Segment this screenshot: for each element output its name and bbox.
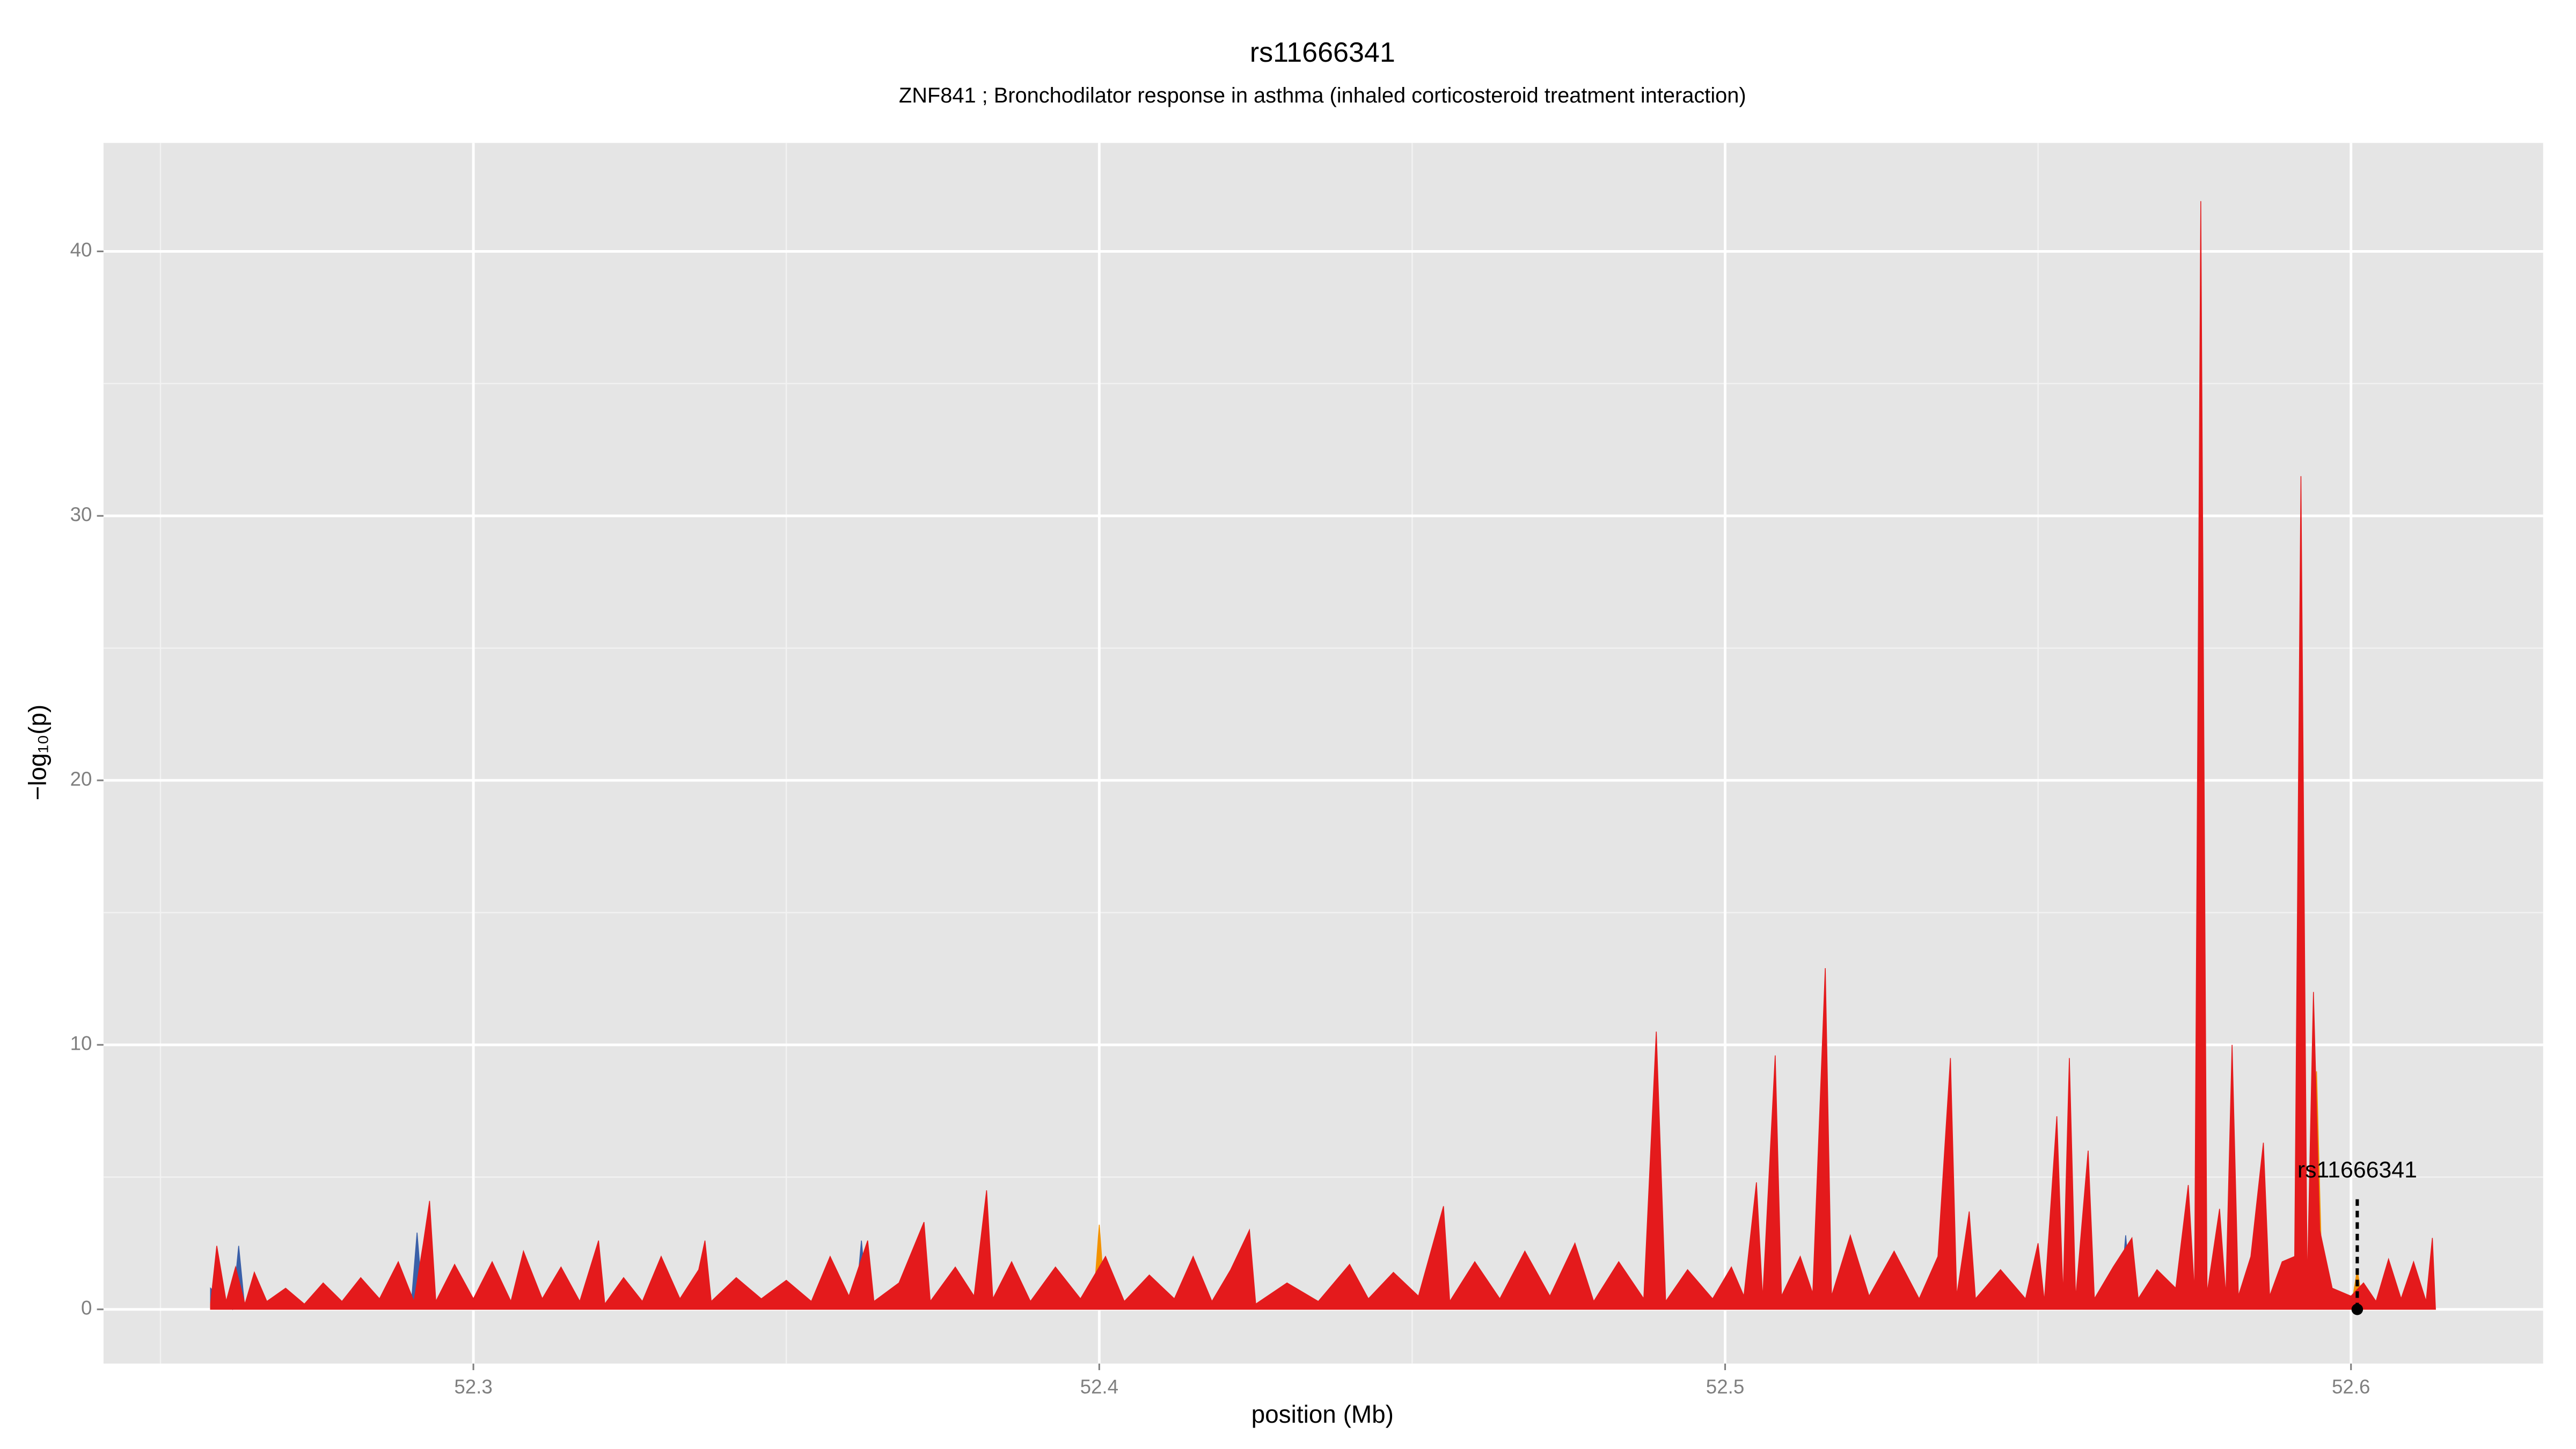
x-tick-label: 52.3 [454, 1375, 492, 1397]
y-tick-label: 40 [70, 239, 92, 261]
plot-background [103, 143, 2543, 1364]
chart-subtitle: ZNF841 ; Bronchodilator response in asth… [899, 84, 1746, 107]
y-tick-label: 10 [70, 1033, 92, 1055]
y-axis-label: −log₁₀(p) [24, 705, 52, 801]
x-axis-label: position (Mb) [1252, 1400, 1394, 1428]
annotation-point [2351, 1304, 2363, 1315]
y-tick-label: 20 [70, 768, 92, 790]
area [210, 201, 2436, 1310]
y-tick-label: 0 [81, 1297, 92, 1319]
x-tick-label: 52.5 [1706, 1375, 1744, 1397]
x-tick-label: 52.6 [2332, 1375, 2370, 1397]
x-tick-label: 52.4 [1080, 1375, 1118, 1397]
annotation-label: rs11666341 [2297, 1157, 2417, 1183]
y-tick-label: 30 [70, 503, 92, 525]
chart-title: rs11666341 [1250, 37, 1395, 68]
